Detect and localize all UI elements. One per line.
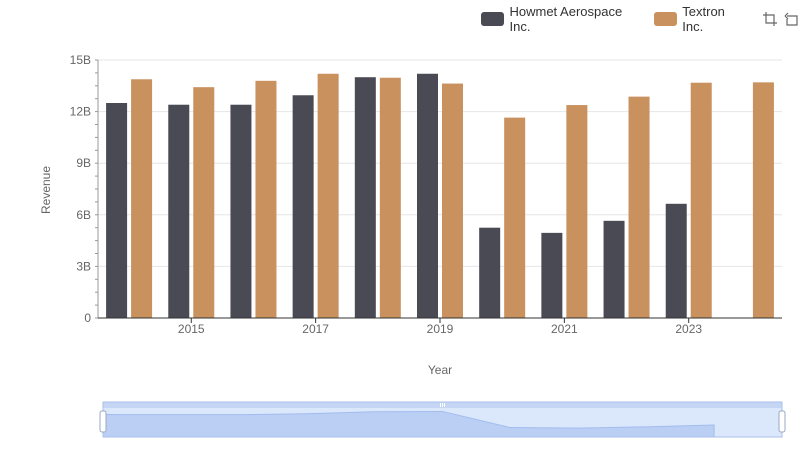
x-tick-label: 2017 xyxy=(302,322,329,336)
data-zoom-selection[interactable] xyxy=(102,401,783,438)
data-zoom-left-handle[interactable] xyxy=(99,410,107,433)
legend-label-textron: Textron Inc. xyxy=(682,4,725,34)
data-zoom-slider[interactable] xyxy=(99,401,786,438)
y-tick-label: 9B xyxy=(76,156,91,170)
legend-item-textron[interactable]: Textron Inc. xyxy=(653,4,748,34)
bar-howmet-2015[interactable] xyxy=(168,104,190,318)
legend-item-howmet[interactable]: Howmet Aerospace Inc. xyxy=(481,4,644,34)
bar-textron-2015[interactable] xyxy=(193,87,215,319)
bar-textron-2020[interactable] xyxy=(504,117,526,319)
bar-howmet-2017[interactable] xyxy=(292,95,314,318)
bar-howmet-2022[interactable] xyxy=(603,220,625,318)
bar-textron-2017[interactable] xyxy=(317,73,339,318)
legend: Howmet Aerospace Inc. Textron Inc. xyxy=(481,4,800,34)
toolbox xyxy=(762,11,800,27)
bar-textron-2018[interactable] xyxy=(379,77,401,318)
y-tick-label: 3B xyxy=(76,259,91,273)
bar-textron-2014[interactable] xyxy=(131,79,153,318)
legend-swatch-textron xyxy=(653,12,678,26)
bar-textron-2021[interactable] xyxy=(566,105,588,319)
bar-howmet-2023[interactable] xyxy=(665,203,687,318)
y-axis-label: Revenue xyxy=(39,166,53,214)
restore-icon[interactable] xyxy=(784,11,800,27)
y-tick-label: 0 xyxy=(84,311,91,325)
bar-howmet-2016[interactable] xyxy=(230,104,252,318)
bar-howmet-2019[interactable] xyxy=(417,73,438,318)
bar-textron-2024[interactable] xyxy=(752,82,774,318)
bar-howmet-2020[interactable] xyxy=(479,227,501,318)
x-tick-label: 2021 xyxy=(551,322,578,336)
x-tick-label: 2019 xyxy=(427,322,454,336)
bar-howmet-2014[interactable] xyxy=(106,103,128,318)
y-tick-label: 6B xyxy=(76,208,91,222)
bars xyxy=(106,73,774,319)
y-tick-label: 12B xyxy=(70,105,91,119)
bar-textron-2022[interactable] xyxy=(628,96,650,318)
legend-swatch-howmet xyxy=(481,12,505,26)
bar-howmet-2021[interactable] xyxy=(541,232,563,318)
y-tick-label: 15B xyxy=(70,53,91,67)
x-tick-label: 2023 xyxy=(675,322,702,336)
x-axis-label: Year xyxy=(428,363,452,377)
bar-textron-2023[interactable] xyxy=(690,82,712,318)
data-zoom-right-handle[interactable] xyxy=(778,410,786,433)
x-tick-label: 2015 xyxy=(178,322,205,336)
bar-textron-2016[interactable] xyxy=(255,80,277,318)
data-zoom-overview-area xyxy=(102,410,715,438)
legend-label-howmet: Howmet Aerospace Inc. xyxy=(509,4,623,34)
zoom-icon[interactable] xyxy=(762,11,778,27)
bar-howmet-2018[interactable] xyxy=(354,77,376,318)
axes: 0 3B 6B 9B 12B 15B 2015 2017 2019 2021 2023 xyxy=(70,53,782,336)
bar-textron-2019[interactable] xyxy=(442,83,463,319)
